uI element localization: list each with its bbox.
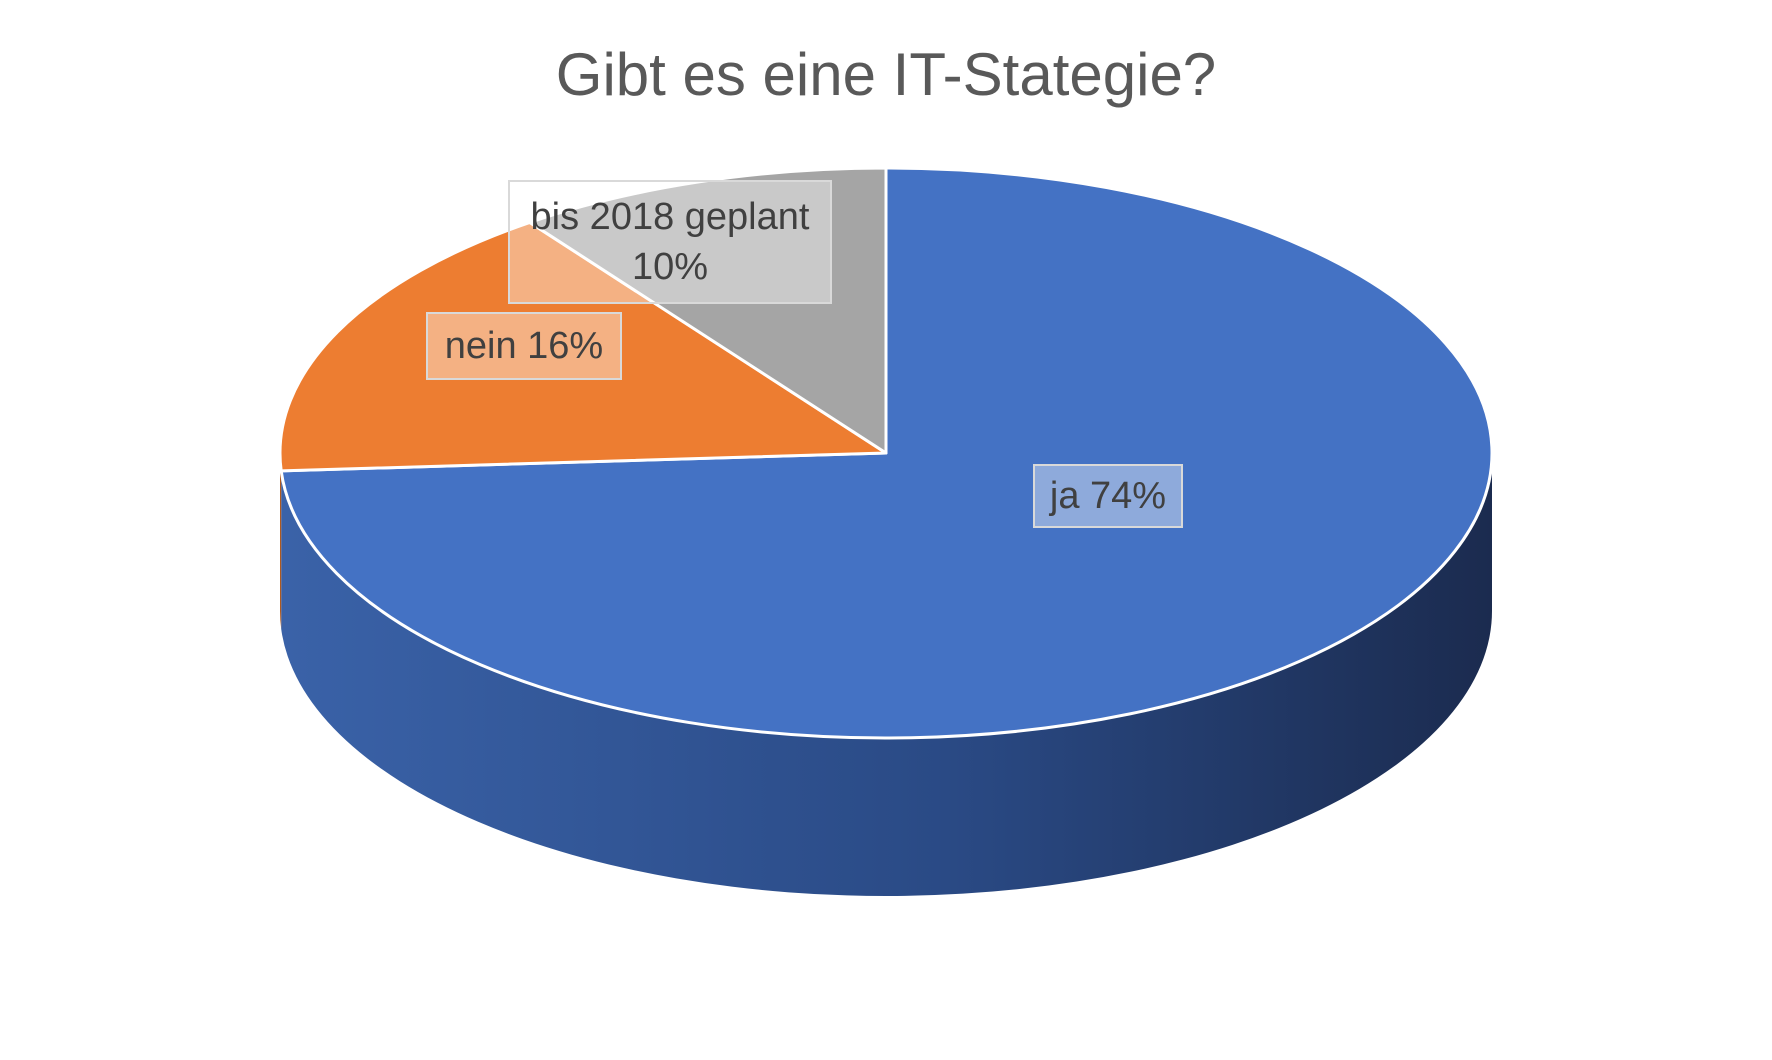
- data-label-ja: ja 74%: [1033, 464, 1183, 528]
- pie-data-labels: ja 74% nein 16% bis 2018 geplant 10%: [426, 180, 1183, 528]
- data-label-box: [426, 312, 622, 380]
- data-label-bis-2018-geplant: bis 2018 geplant 10%: [508, 180, 832, 304]
- pie-side-wall: [280, 453, 1493, 897]
- data-label-text: ja 74%: [1049, 475, 1166, 517]
- chart-title: Gibt es eine IT-Stategie?: [555, 41, 1217, 108]
- data-label-text: bis 2018 geplant: [531, 196, 810, 238]
- pie-side-nein: [280, 453, 282, 629]
- data-label-nein: nein 16%: [426, 312, 622, 380]
- data-label-text: nein 16%: [445, 325, 603, 367]
- pie-top-face: [278, 166, 1494, 740]
- data-label-box: [1033, 464, 1183, 528]
- pie-slice-nein: [278, 220, 888, 473]
- data-label-text: 10%: [632, 246, 708, 288]
- data-label-box: [508, 180, 832, 304]
- pie-side-ja: [281, 453, 1493, 897]
